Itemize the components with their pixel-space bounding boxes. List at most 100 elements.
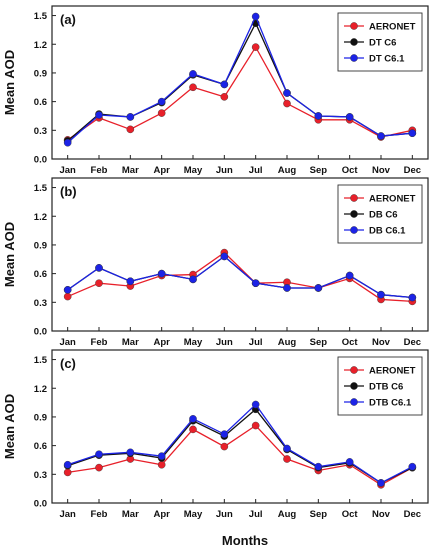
legend-entry: AERONET — [369, 194, 416, 205]
data-point — [345, 113, 354, 121]
data-point — [377, 132, 385, 140]
series-0 — [63, 248, 417, 306]
x-tick-label: Aug — [278, 165, 297, 176]
series-line — [67, 45, 413, 141]
series-line — [67, 251, 413, 303]
data-point — [126, 125, 135, 134]
y-tick-label: 1.5 — [34, 183, 48, 194]
data-point — [95, 279, 103, 287]
data-point — [95, 111, 103, 119]
x-tick-label: Apr — [153, 509, 170, 520]
legend-entry: DTB C6 — [369, 382, 403, 393]
y-tick-label: 0.9 — [34, 412, 47, 423]
x-tick-label: Jul — [249, 509, 263, 520]
legend-entry: DT C6.1 — [369, 54, 405, 65]
data-point — [63, 468, 72, 477]
series-0 — [63, 421, 417, 489]
data-point — [408, 293, 417, 302]
x-tick-label: Jul — [249, 165, 263, 176]
x-tick-label: Nov — [372, 165, 391, 176]
data-point — [314, 462, 323, 471]
x-tick-label: Aug — [278, 509, 297, 520]
x-tick-label: Feb — [91, 165, 108, 176]
data-point — [95, 463, 103, 472]
series-line — [67, 14, 413, 144]
x-tick-label: Jun — [216, 509, 233, 520]
y-tick-label: 1.2 — [34, 384, 47, 395]
x-tick-label: Nov — [372, 509, 391, 520]
x-tick-label: Jan — [59, 165, 76, 176]
y-tick-label: 0.9 — [34, 240, 47, 251]
data-point — [157, 109, 166, 117]
series-line — [67, 255, 413, 299]
data-point — [251, 400, 260, 409]
data-point — [314, 112, 323, 120]
data-point — [157, 460, 166, 469]
legend: AERONET DT C6 DT C6.1 — [337, 12, 423, 72]
legend-marker — [350, 398, 358, 406]
data-point — [283, 89, 291, 97]
legend-marker — [350, 366, 358, 374]
data-point — [251, 43, 260, 51]
data-point — [126, 448, 135, 457]
data-point — [220, 93, 229, 101]
series-2 — [63, 400, 417, 487]
data-point — [157, 452, 166, 460]
series-line — [67, 408, 413, 484]
panel-label: (a) — [60, 12, 76, 27]
legend-entry: AERONET — [369, 366, 416, 377]
y-tick-label: 0.9 — [34, 68, 47, 79]
plot-frame — [51, 349, 429, 504]
data-point — [251, 279, 260, 287]
data-point — [189, 70, 197, 78]
series-1 — [63, 405, 417, 487]
data-point — [345, 458, 354, 466]
legend-marker — [350, 382, 358, 390]
data-point — [126, 277, 135, 286]
data-point — [95, 450, 103, 459]
series-line — [67, 403, 413, 484]
panel-2: 0.0 0.3 0.6 0.9 1.2 1.5 Jan Feb Mar Apr May Jun Jul A… — [2, 177, 429, 348]
y-tick-label: 1.5 — [34, 11, 48, 22]
y-tick-label: 0.0 — [34, 327, 47, 338]
series-2 — [63, 12, 417, 147]
data-point — [283, 99, 291, 108]
legend-marker — [350, 194, 358, 202]
x-tick-label: Apr — [153, 165, 170, 176]
x-tick-label: Feb — [91, 337, 108, 348]
y-tick-label: 0.6 — [34, 441, 47, 452]
y-axis-label: Mean AOD — [2, 394, 17, 459]
x-tick-label: Oct — [342, 165, 359, 176]
x-tick-label: Oct — [342, 337, 359, 348]
x-tick-label: Sep — [310, 165, 328, 176]
y-tick-label: 0.6 — [34, 97, 47, 108]
legend-entry: DT C6 — [369, 38, 396, 49]
x-tick-label: Aug — [278, 337, 297, 348]
data-point — [157, 269, 166, 278]
data-point — [345, 271, 354, 280]
x-tick-label: Apr — [153, 337, 170, 348]
data-point — [314, 284, 323, 292]
x-tick-label: Dec — [404, 165, 421, 176]
panels-group: 0.0 0.3 0.6 0.9 1.2 1.5 Jan Feb Mar Apr May Jun Jul A… — [2, 5, 429, 520]
y-tick-label: 0.0 — [34, 499, 47, 510]
x-axis-label: Months — [222, 533, 268, 548]
data-point — [220, 442, 229, 451]
legend-entry: DTB C6.1 — [369, 398, 412, 409]
data-point — [283, 284, 291, 292]
series-line — [67, 424, 413, 486]
y-tick-label: 0.0 — [34, 155, 47, 166]
x-tick-label: May — [184, 165, 203, 176]
data-point — [377, 290, 385, 299]
x-tick-label: Nov — [372, 337, 391, 348]
y-axis-label: Mean AOD — [2, 222, 17, 287]
x-tick-label: Mar — [122, 165, 139, 176]
series-1 — [63, 252, 417, 302]
legend-marker — [350, 226, 358, 234]
x-tick-label: Feb — [91, 509, 108, 520]
data-point — [189, 415, 197, 423]
x-tick-label: Jul — [249, 337, 263, 348]
data-point — [251, 421, 260, 430]
data-point — [126, 113, 135, 121]
